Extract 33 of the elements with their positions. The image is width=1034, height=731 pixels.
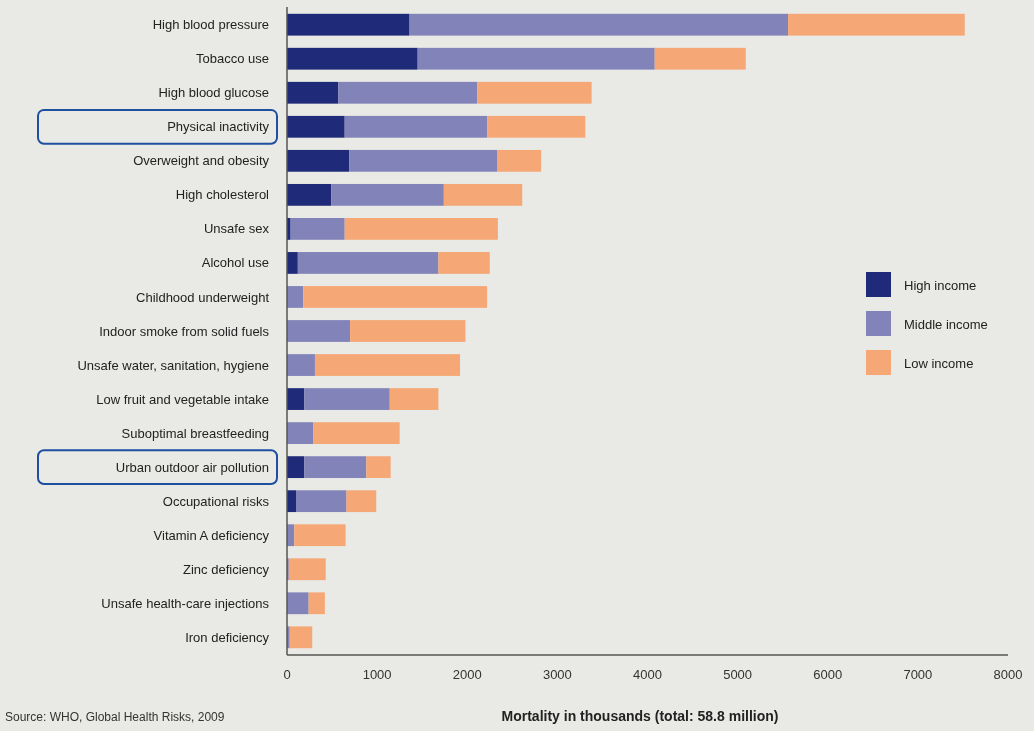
y-tick-label: Unsafe health-care injections xyxy=(101,595,270,611)
y-tick-label: Alcohol use xyxy=(201,255,269,271)
y-tick-label: Zinc deficiency xyxy=(183,561,270,577)
source-note: Source: WHO, Global Health Risks, 2009 xyxy=(5,710,225,724)
x-tick-label: 6000 xyxy=(813,667,843,682)
y-tick-label: Urban outdoor air pollution xyxy=(115,459,269,475)
y-tick-label: Childhood underweight xyxy=(136,289,270,305)
x-tick-label: 7000 xyxy=(903,667,933,682)
y-tick-label: High cholesterol xyxy=(175,187,270,203)
x-tick-label: 4000 xyxy=(633,667,662,682)
y-tick-label: Indoor smoke from solid fuels xyxy=(99,323,270,339)
legend-label: High income xyxy=(904,277,977,293)
legend-label: Low income xyxy=(904,355,974,371)
y-tick-label: High blood glucose xyxy=(158,85,269,101)
x-tick-label: 1000 xyxy=(362,667,392,682)
y-tick-label: Tobacco use xyxy=(196,51,269,67)
x-tick-label: 8000 xyxy=(993,667,1023,682)
x-tick-label: 0 xyxy=(283,667,291,682)
y-tick-label: Low fruit and vegetable intake xyxy=(96,391,269,407)
y-tick-label: Unsafe water, sanitation, hygiene xyxy=(77,357,269,373)
x-tick-label: 3000 xyxy=(542,667,572,682)
y-tick-label: Occupational risks xyxy=(162,493,270,509)
x-axis-title: Mortality in thousands (total: 58.8 million) xyxy=(501,708,779,724)
y-tick-label: Vitamin A deficiency xyxy=(153,527,270,543)
y-tick-label: Unsafe sex xyxy=(203,221,270,237)
y-tick-label: High blood pressure xyxy=(152,17,269,33)
y-tick-label: Physical inactivity xyxy=(167,119,270,135)
y-tick-label: Suboptimal breastfeeding xyxy=(121,425,269,441)
y-tick-label: Overweight and obesity xyxy=(133,153,270,169)
y-tick-label: Iron deficiency xyxy=(185,629,270,645)
x-tick-label: 2000 xyxy=(452,667,482,682)
legend-label: Middle income xyxy=(904,316,988,332)
x-tick-label: 5000 xyxy=(723,667,753,682)
